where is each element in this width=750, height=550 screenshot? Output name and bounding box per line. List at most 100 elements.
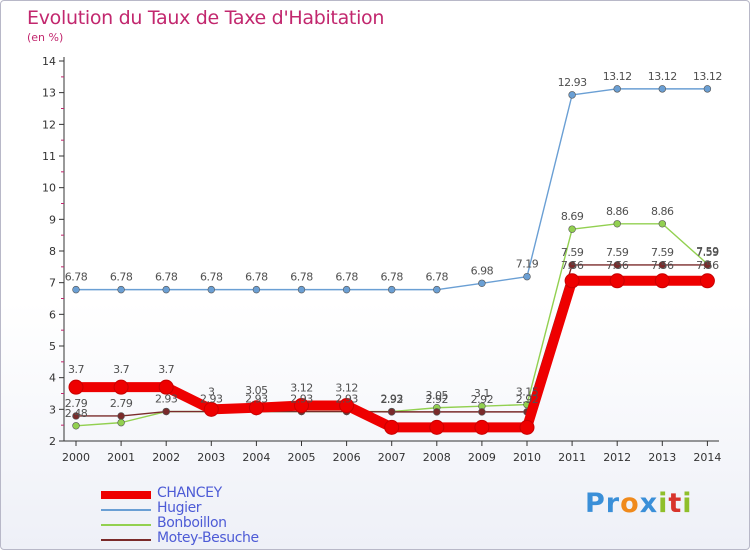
data-point: [433, 285, 441, 294]
x-tick-label: 2007: [378, 451, 406, 464]
data-label: 3.7: [68, 363, 84, 376]
x-tick-label: 2005: [288, 451, 316, 464]
y-tick-label: 4: [49, 372, 56, 385]
x-tick-label: 2004: [242, 451, 270, 464]
data-point: [519, 419, 535, 435]
data-point: [429, 419, 445, 435]
data-label: 8.86: [651, 205, 674, 218]
legend-label: CHANCEY: [157, 485, 222, 501]
data-label: 7.56: [696, 259, 719, 272]
chart-subtitle: (en %): [27, 31, 64, 44]
data-point: [699, 273, 715, 289]
data-point: [613, 220, 621, 228]
data-label: 2.79: [65, 397, 88, 410]
legend-label: Bonboillon: [157, 515, 227, 531]
data-label: 3: [208, 385, 215, 398]
y-tick-label: 11: [42, 150, 56, 163]
logo-letter: r: [605, 488, 621, 519]
data-label: 3.12: [335, 382, 358, 395]
data-label: 7.59: [696, 245, 719, 258]
data-label: 6.78: [290, 271, 313, 284]
legend-swatch: [101, 491, 151, 499]
data-point: [384, 419, 400, 435]
x-tick-label: 2012: [603, 451, 631, 464]
data-label: 6.78: [426, 271, 449, 284]
data-point: [523, 272, 531, 281]
data-label: 2.93: [245, 393, 268, 406]
data-label: 8.86: [606, 205, 629, 218]
data-label: 8.69: [561, 210, 584, 223]
data-point: [478, 408, 486, 416]
data-point: [252, 285, 261, 294]
data-label: 3.12: [290, 382, 313, 395]
data-label: 6.78: [335, 271, 358, 284]
data-point: [703, 261, 712, 269]
x-tick-label: 2002: [152, 451, 180, 464]
data-label: 13.12: [603, 70, 632, 83]
y-tick-label: 3: [49, 403, 56, 416]
data-label: 6.78: [65, 271, 88, 284]
data-label: 3.7: [158, 363, 174, 376]
data-point: [568, 261, 576, 269]
data-point: [203, 401, 219, 417]
x-tick-label: 2008: [423, 451, 451, 464]
data-point: [339, 398, 355, 414]
data-point: [609, 273, 625, 289]
data-point: [613, 85, 621, 93]
data-label: 7.59: [561, 246, 584, 259]
data-point: [658, 261, 666, 269]
data-label: 2.93: [335, 393, 358, 406]
data-label: 3.05: [245, 384, 268, 397]
data-point: [72, 285, 80, 294]
data-label: 3.05: [426, 389, 449, 402]
data-point: [72, 422, 80, 430]
data-label: 2.92: [380, 393, 403, 406]
chart-title: Evolution du Taux de Taxe d'Habitation: [27, 7, 385, 29]
data-label: 3.15: [516, 386, 539, 399]
data-point: [248, 400, 264, 416]
data-point: [478, 279, 486, 287]
data-point: [294, 398, 309, 414]
data-label: 6.78: [245, 271, 268, 284]
y-tick-label: 7: [49, 277, 56, 290]
x-tick-label: 2010: [513, 451, 541, 464]
data-point: [68, 379, 84, 395]
data-point: [162, 407, 170, 416]
data-label: 7.56: [651, 259, 674, 272]
data-point: [207, 285, 216, 294]
data-point: [564, 273, 580, 289]
data-point: [433, 408, 441, 416]
data-label: 6.78: [380, 271, 403, 284]
data-point: [474, 419, 490, 435]
data-label: 2.93: [290, 393, 313, 406]
data-label: 7.59: [696, 246, 719, 259]
data-point: [158, 379, 174, 395]
legend-swatch: [101, 539, 151, 541]
x-tick-label: 2013: [648, 451, 676, 464]
logo-letter: t: [668, 488, 683, 519]
data-point: [72, 412, 80, 420]
data-label: 3.7: [113, 363, 129, 376]
y-tick-label: 5: [49, 340, 56, 353]
legend-swatch: [101, 524, 151, 526]
x-tick-label: 2011: [558, 451, 586, 464]
data-label: 6.78: [110, 271, 133, 284]
data-point: [654, 273, 670, 289]
data-label: 2.79: [110, 397, 133, 410]
y-tick-label: 9: [49, 213, 56, 226]
data-point: [388, 285, 396, 294]
data-label: 12.93: [558, 76, 587, 89]
x-tick-label: 2000: [62, 451, 90, 464]
data-label: 2.93: [380, 393, 403, 406]
data-point: [113, 379, 129, 395]
data-point: [658, 220, 666, 228]
data-label: 7.59: [606, 246, 629, 259]
data-label: 7.56: [561, 259, 584, 272]
y-tick-label: 10: [42, 182, 56, 195]
y-tick-label: 14: [42, 55, 56, 68]
y-tick-label: 13: [42, 87, 56, 100]
data-point: [703, 85, 712, 93]
logo-letter: i: [682, 488, 693, 519]
y-tick-label: 2: [49, 435, 56, 448]
